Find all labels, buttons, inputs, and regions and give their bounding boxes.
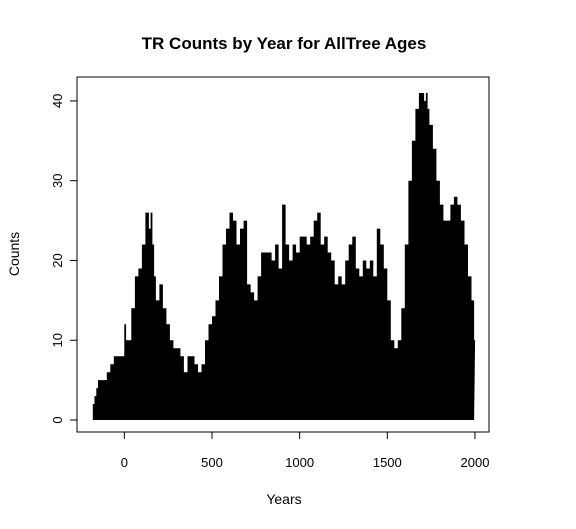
y-tick-label: 0	[50, 416, 65, 423]
chart-title: TR Counts by Year for AllTree Ages	[142, 34, 427, 53]
x-tick-label: 1000	[285, 455, 314, 470]
x-axis: 0 500 1000 1500 2000	[121, 431, 490, 470]
y-tick-label: 40	[50, 94, 65, 108]
y-tick-label: 10	[50, 333, 65, 347]
y-axis: 0 10 20 30 40	[50, 94, 78, 424]
x-axis-label: Years	[266, 491, 301, 507]
x-tick-label: 2000	[461, 455, 490, 470]
x-tick-label: 1500	[373, 455, 402, 470]
x-tick-label: 500	[201, 455, 223, 470]
y-tick-label: 20	[50, 253, 65, 267]
counts-area	[91, 93, 476, 420]
y-tick-label: 30	[50, 173, 65, 187]
x-tick-label: 0	[121, 455, 128, 470]
y-axis-label: Counts	[6, 232, 22, 276]
